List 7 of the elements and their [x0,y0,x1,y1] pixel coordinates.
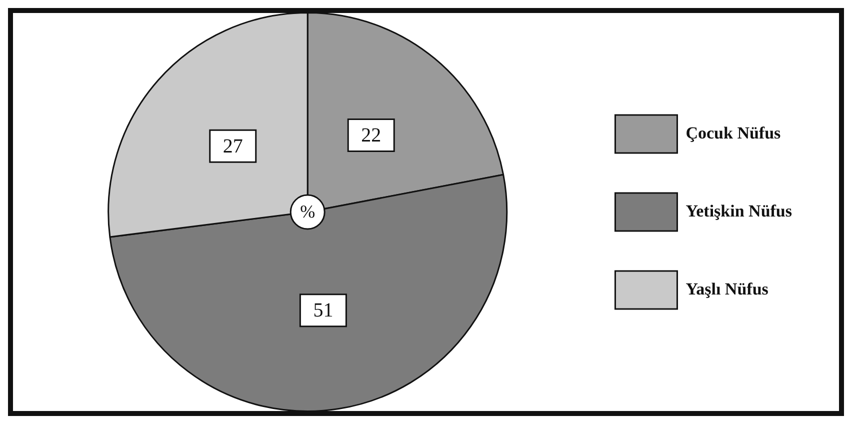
data-label: 27 [222,135,243,158]
legend-label: Yaşlı Nüfus [686,279,769,298]
legend-label: Çocuk Nüfus [686,123,782,142]
data-label: 51 [313,300,334,322]
text: % [300,202,316,222]
legend-label: Yetişkin Nüfus [686,201,792,220]
data-label: 22 [361,124,382,146]
